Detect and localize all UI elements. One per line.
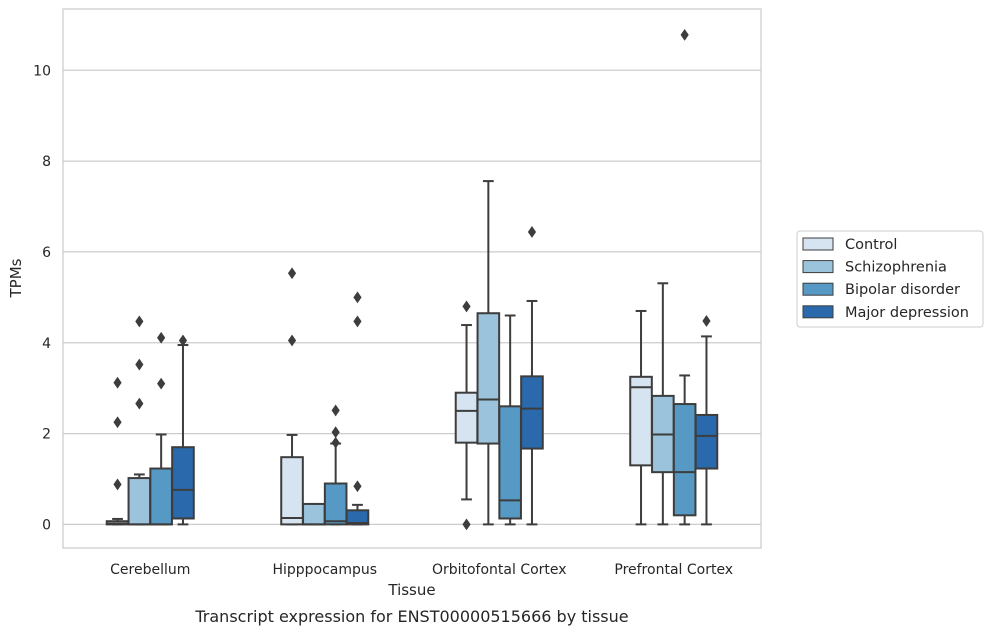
y-tick-label: 4 (42, 336, 51, 352)
outlier-point (135, 358, 144, 371)
box-schizophrenia (476, 180, 501, 526)
chart-caption: Transcript expression for ENST0000051566… (194, 607, 628, 626)
box-control (105, 376, 130, 526)
box-iqr (323, 482, 348, 526)
boxes (105, 28, 719, 531)
y-tick-label: 6 (42, 245, 51, 261)
outlier-point (527, 226, 537, 238)
box-iqr (149, 467, 173, 526)
legend-label: Bipolar disorder (845, 282, 960, 298)
outlier-point (331, 404, 340, 417)
x-axis-label: Tissue (387, 581, 435, 599)
outlier-point (462, 300, 471, 313)
outlier-point (353, 291, 362, 304)
outlier-point (331, 426, 340, 439)
x-tick-label: Orbitofontal Cortex (432, 562, 567, 578)
outlier-point (331, 436, 340, 449)
outlier-point (178, 334, 188, 347)
box-iqr (476, 312, 501, 445)
box-iqr (280, 456, 304, 526)
box-iqr (629, 375, 653, 467)
outlier-point (157, 331, 166, 344)
box-control (629, 309, 653, 526)
legend-label: Schizophrenia (845, 260, 947, 276)
box-bipolar-disorder (323, 404, 348, 526)
legend: Control Schizophrenia Bipolar disorder Majo… (796, 230, 984, 328)
box-bipolar-disorder (672, 28, 697, 526)
y-tick-label: 0 (42, 517, 51, 533)
x-tick-label: Hipppocampus (272, 562, 377, 578)
legend-label: Control (845, 237, 897, 253)
box-control (454, 300, 479, 531)
box-bipolar-disorder (498, 314, 522, 526)
legend-swatch (802, 260, 834, 274)
plot-frame (62, 8, 762, 549)
legend-swatch (802, 237, 834, 251)
outlier-point (353, 480, 362, 493)
box-schizophrenia (651, 282, 675, 526)
x-tick-label: Cerebellum (110, 562, 190, 578)
legend-swatch (802, 282, 834, 296)
legend-frame (796, 230, 984, 328)
box-major-depression (520, 226, 544, 526)
box-schizophrenia (127, 315, 152, 526)
outlier-point (113, 376, 122, 389)
outlier-point (113, 478, 122, 491)
outlier-point (680, 28, 689, 41)
y-tick-label: 8 (42, 154, 51, 170)
box-iqr (127, 477, 152, 526)
outlier-point (353, 315, 362, 328)
box-iqr (302, 502, 326, 526)
box-iqr (520, 375, 544, 450)
legend-swatch (802, 305, 834, 319)
outlier-point (287, 267, 297, 280)
outlier-point (135, 315, 144, 328)
box-bipolar-disorder (149, 331, 173, 526)
outlier-point (287, 334, 297, 347)
box-iqr (345, 509, 370, 526)
legend-label: Major depression (845, 305, 969, 321)
box-iqr (454, 391, 479, 444)
x-tick-label: Prefrontal Cortex (614, 562, 733, 578)
box-major-depression (694, 315, 719, 526)
outlier-point (462, 518, 471, 531)
box-iqr (672, 403, 697, 517)
outlier-point (157, 377, 166, 390)
outlier-point (113, 416, 122, 429)
y-tick-label: 10 (33, 63, 51, 79)
y-tick-label: 2 (42, 427, 51, 443)
box-schizophrenia (302, 502, 326, 526)
box-iqr (694, 413, 719, 470)
y-axis-label: TPMs (7, 258, 25, 298)
box-control (280, 267, 304, 526)
box-major-depression (171, 334, 195, 526)
y-tick-labels: 0 2 4 6 8 10 (33, 63, 51, 533)
outlier-point (135, 397, 144, 410)
box-major-depression (345, 291, 370, 526)
box-iqr (498, 405, 522, 520)
x-tick-labels: Cerebellum Hipppocampus Orbitofontal Corte… (110, 562, 733, 578)
box-iqr (171, 446, 195, 520)
outlier-point (702, 315, 711, 327)
